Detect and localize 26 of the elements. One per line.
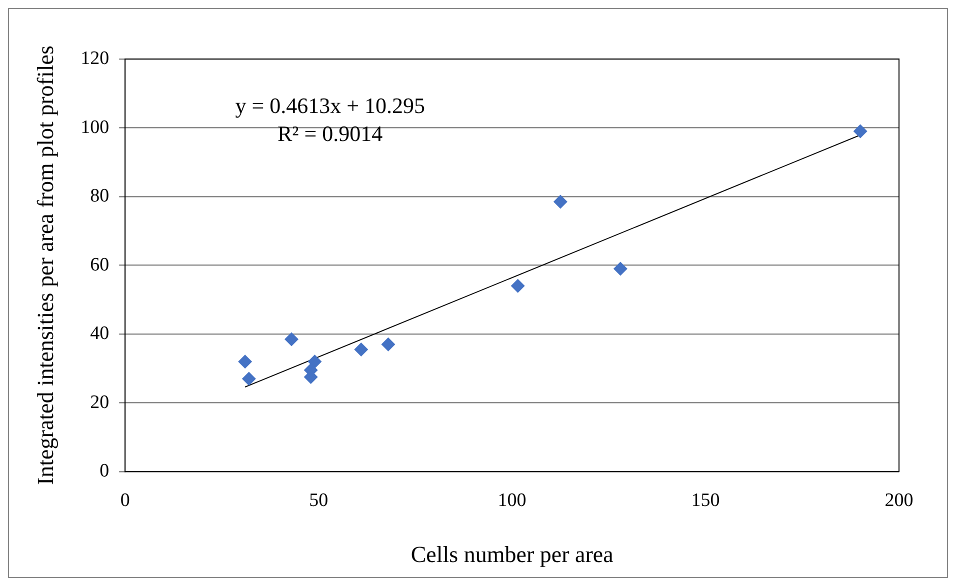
x-tick-label: 50 xyxy=(309,490,328,511)
point xyxy=(510,278,525,293)
y-tick-label: 60 xyxy=(90,254,110,276)
x-tick-label: 0 xyxy=(120,490,130,511)
annotation: y = 0.4613x + 10.295 xyxy=(235,92,426,118)
y-tick-label: 80 xyxy=(90,186,110,207)
annotation: R² = 0.9014 xyxy=(278,120,383,146)
y-axis-title: Integrated intensities per area from plot profiles xyxy=(32,46,58,486)
point xyxy=(308,354,322,369)
point xyxy=(853,124,868,138)
point xyxy=(381,337,396,352)
x-axis-title: Cells number per area xyxy=(410,542,614,568)
point xyxy=(238,354,252,369)
y-tick-label: 100 xyxy=(80,116,110,138)
y-tick-label: 20 xyxy=(90,392,110,413)
point xyxy=(553,194,568,209)
y-tick-label: 40 xyxy=(90,323,110,344)
point xyxy=(284,332,298,346)
y-tick-label: 120 xyxy=(80,48,110,69)
x-tick-label: 150 xyxy=(691,490,720,511)
x-tick-label: 200 xyxy=(884,490,914,511)
y-tick-label: 0 xyxy=(100,460,110,482)
point xyxy=(354,342,368,357)
point xyxy=(613,262,628,276)
x-tick-label: 100 xyxy=(498,490,526,511)
point xyxy=(242,372,256,386)
